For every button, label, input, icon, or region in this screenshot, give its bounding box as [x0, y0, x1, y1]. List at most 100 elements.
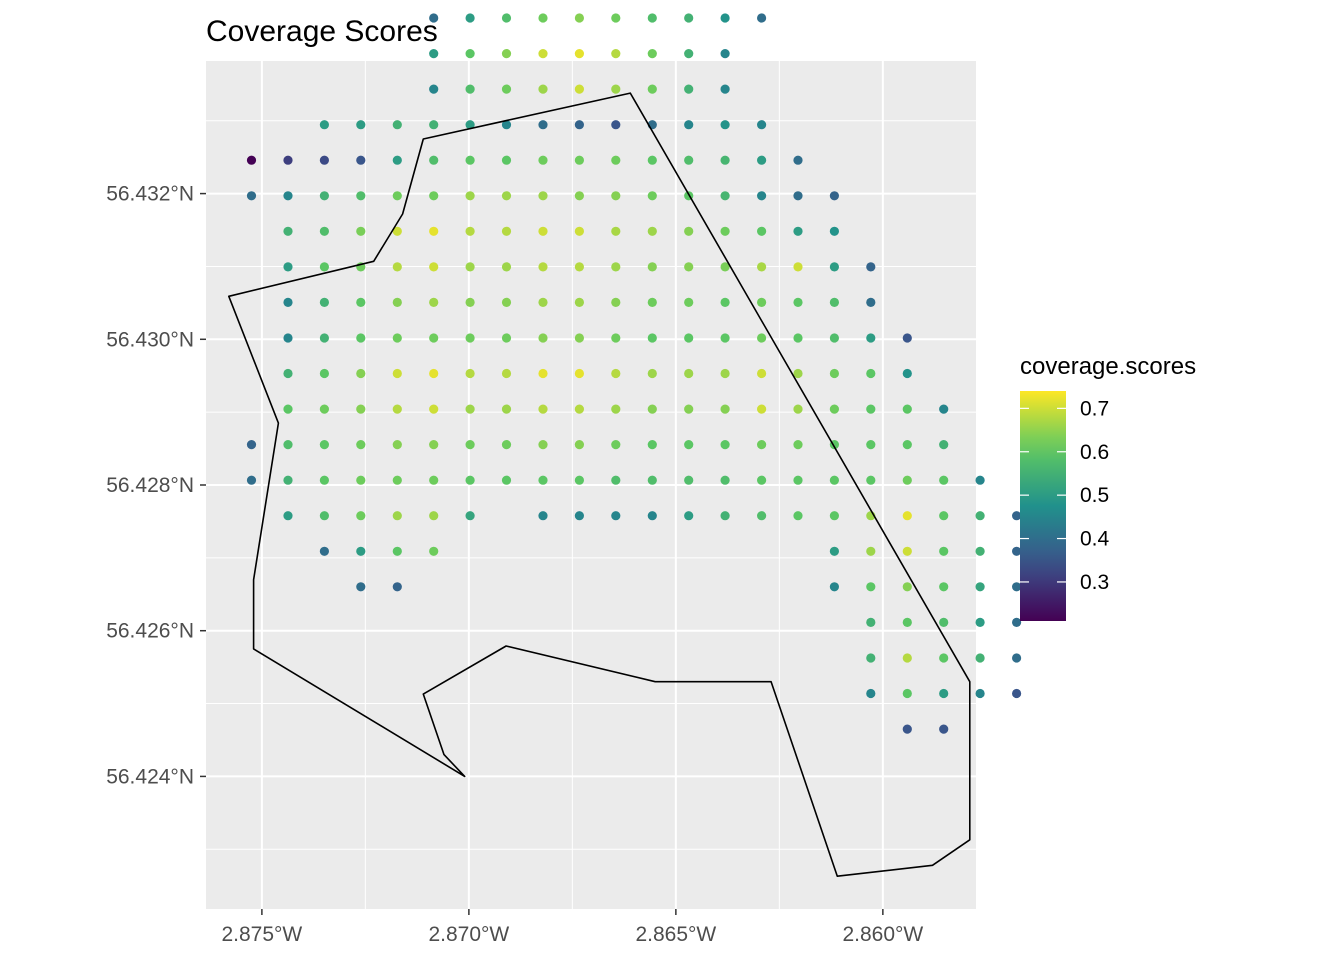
data-point: [429, 404, 439, 414]
y-tick-label: 56.428°N: [106, 474, 194, 497]
data-point: [574, 440, 585, 450]
data-point: [429, 297, 439, 307]
data-point: [866, 440, 876, 450]
data-point: [684, 404, 694, 414]
data-point: [611, 333, 621, 343]
data-point: [283, 404, 293, 414]
data-point: [429, 440, 439, 450]
axes: 2.875°W 2.870°W 2.865°W 2.860°W 56.424°N 56.4…: [106, 183, 923, 946]
data-point: [611, 368, 621, 379]
data-point: [574, 155, 585, 165]
data-point: [392, 333, 402, 343]
data-point: [866, 582, 876, 592]
data-point: [829, 226, 840, 236]
data-point: [429, 155, 439, 165]
data-point: [574, 368, 585, 379]
data-point: [465, 475, 475, 485]
data-point: [866, 404, 876, 414]
data-point: [647, 191, 657, 201]
data-point: [283, 475, 293, 485]
data-point: [684, 84, 694, 94]
data-point: [1012, 582, 1022, 592]
data-point: [793, 511, 803, 521]
data-point: [902, 511, 912, 521]
data-point: [356, 404, 366, 414]
data-point: [538, 155, 548, 165]
data-point: [866, 617, 876, 628]
data-point: [684, 155, 694, 165]
data-point: [356, 333, 366, 343]
data-point: [939, 546, 949, 556]
data-point: [429, 368, 439, 379]
x-tick-label: 2.875°W: [221, 923, 302, 946]
data-point: [720, 440, 730, 450]
data-point: [501, 297, 512, 307]
data-point: [465, 120, 475, 130]
data-point: [647, 226, 657, 236]
y-tick-label: 56.426°N: [106, 620, 194, 643]
data-point: [829, 191, 840, 201]
data-point: [720, 155, 730, 165]
data-point: [720, 404, 730, 414]
data-point: [720, 226, 730, 236]
data-point: [975, 582, 985, 592]
data-point: [429, 546, 439, 556]
data-point: [392, 262, 402, 272]
legend-label: 0.7: [1080, 397, 1109, 420]
data-point: [647, 155, 657, 165]
data-point: [793, 226, 803, 236]
y-tick-label: 56.432°N: [106, 183, 194, 206]
data-point: [501, 120, 512, 130]
data-point: [501, 262, 512, 272]
data-point: [829, 333, 840, 343]
data-point: [392, 226, 402, 236]
data-point: [611, 49, 621, 59]
data-point: [283, 262, 293, 272]
y-tick-label: 56.430°N: [106, 328, 194, 351]
data-point: [574, 191, 585, 201]
data-point: [684, 368, 694, 379]
data-point: [902, 368, 912, 379]
data-point: [538, 49, 548, 59]
data-point: [429, 120, 439, 130]
data-point: [866, 368, 876, 379]
data-point: [392, 475, 402, 485]
data-point: [611, 475, 621, 485]
data-point: [793, 191, 803, 201]
data-point: [319, 511, 329, 521]
data-point: [866, 475, 876, 485]
data-point: [283, 297, 293, 307]
data-point: [356, 155, 366, 165]
data-point: [647, 475, 657, 485]
data-point: [684, 440, 694, 450]
data-point: [684, 226, 694, 236]
x-tick-label: 2.860°W: [842, 923, 923, 946]
data-point: [939, 404, 949, 414]
boundary-outline: [228, 92, 971, 877]
data-point: [283, 155, 293, 165]
data-point: [611, 84, 621, 94]
data-point: [429, 333, 439, 343]
data-point: [829, 404, 840, 414]
data-point: [538, 404, 548, 414]
data-point: [647, 13, 657, 23]
data-point: [793, 404, 803, 414]
data-point: [1012, 617, 1022, 628]
data-point: [246, 155, 257, 165]
data-point: [538, 333, 548, 343]
data-point: [757, 475, 767, 485]
data-point: [501, 333, 512, 343]
data-point: [319, 368, 329, 379]
data-point: [684, 13, 694, 23]
data-point: [757, 404, 767, 414]
legend-colorbar: [1020, 391, 1066, 621]
data-point: [793, 262, 803, 272]
data-point: [501, 84, 512, 94]
data-point: [647, 297, 657, 307]
data-point: [757, 368, 767, 379]
data-point: [392, 297, 402, 307]
data-point: [392, 511, 402, 521]
data-point: [392, 546, 402, 556]
data-point: [501, 226, 512, 236]
data-points: [246, 13, 1022, 734]
